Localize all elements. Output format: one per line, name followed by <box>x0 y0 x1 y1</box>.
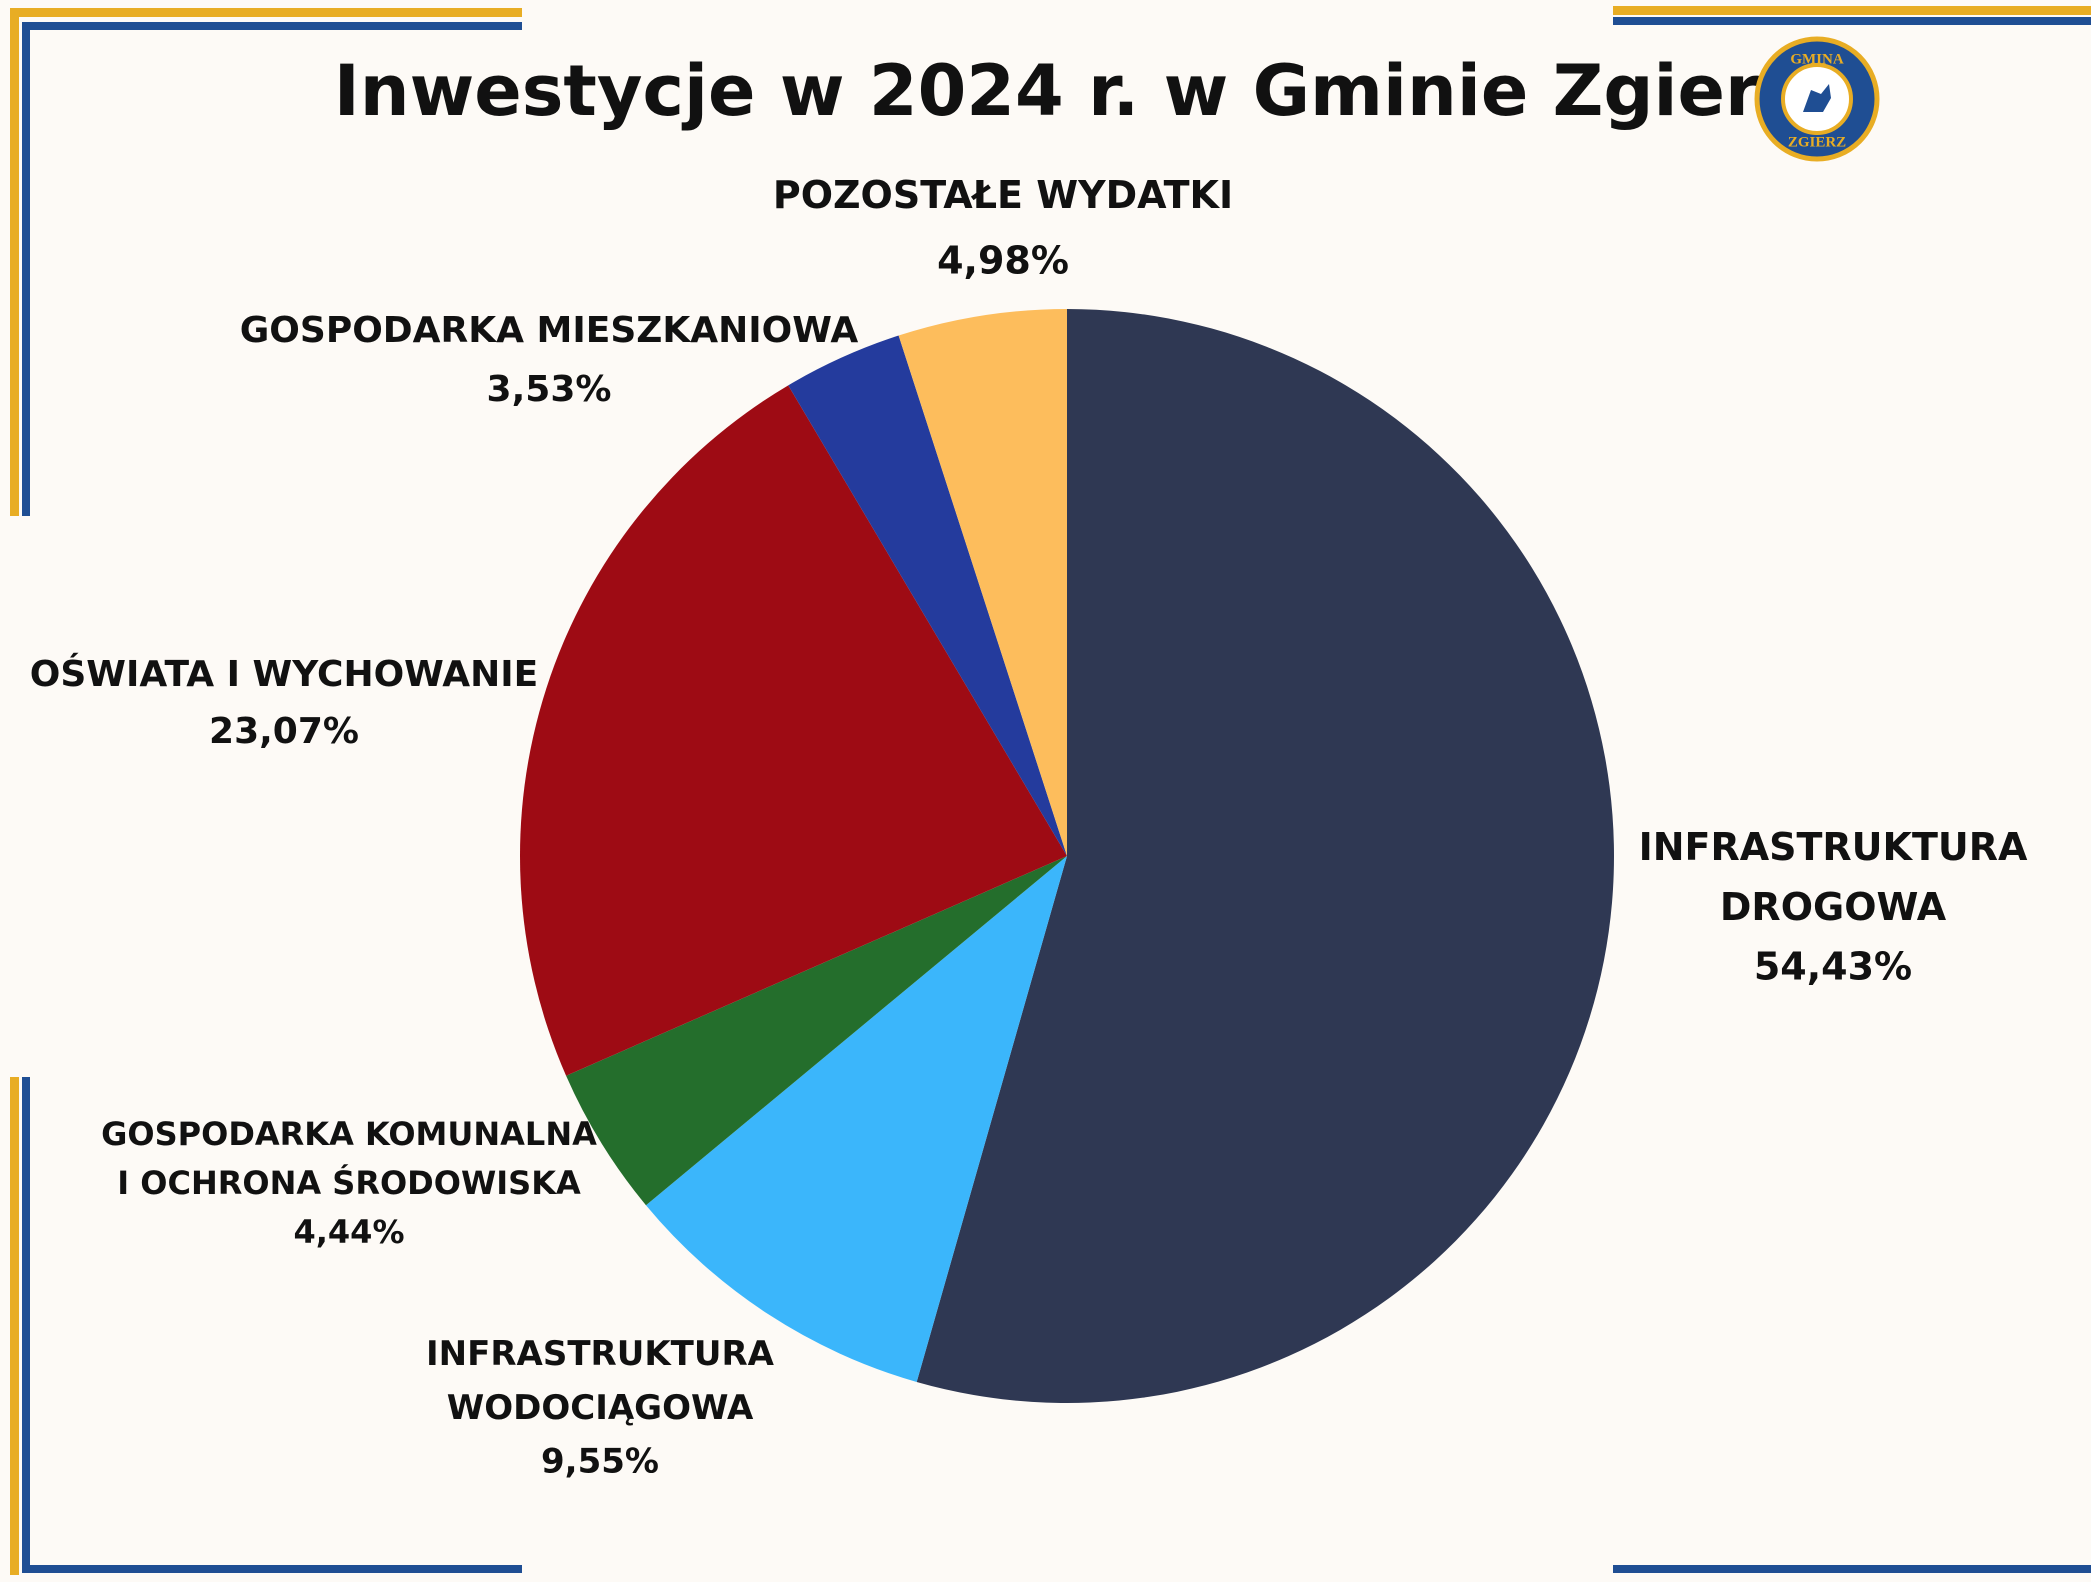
pie-slice <box>898 309 1067 856</box>
slice-label: POZOSTAŁE WYDATKI <box>773 173 1233 217</box>
logo-top: GMINA <box>1790 51 1843 67</box>
value-label: 3,53% <box>487 369 612 410</box>
value-label: 4,98% <box>937 239 1069 283</box>
value-label: 23,07% <box>209 711 359 752</box>
slice-label: INFRASTRUKTURA DROGOWA <box>1639 825 2028 929</box>
slice-label: OŚWIATA I WYCHOWANIE <box>30 653 539 695</box>
slice-label: GOSPODARKA MIESZKANIOWA <box>240 310 859 351</box>
value-label: 4,44% <box>293 1213 404 1251</box>
pie-slice <box>520 385 1067 1076</box>
logo-bottom: ZGIERZ <box>1788 134 1846 150</box>
slice-label: GOSPODARKA KOMUNALNA I OCHRONA ŚRODOWISKA <box>101 1115 597 1202</box>
slice-label: INFRASTRUKTURA WODOCIĄGOWA <box>426 1334 775 1428</box>
frame <box>10 6 2091 1575</box>
value-label: 9,55% <box>541 1442 659 1482</box>
pie-slice <box>916 309 1614 1403</box>
pie-slice <box>788 335 1067 857</box>
logo: GMINA ZGIERZ <box>1754 36 1880 162</box>
value-label: 54,43% <box>1754 945 1912 989</box>
pie-slice <box>566 856 1067 1206</box>
chart-title: Inwestycje w 2024 r. w Gminie Zgierz <box>334 50 1801 132</box>
pie-slice <box>645 856 1067 1382</box>
